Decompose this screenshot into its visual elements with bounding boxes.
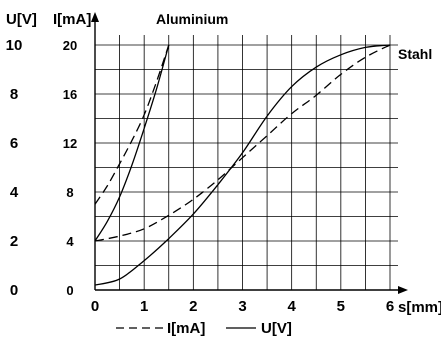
x-axis-label: s[mm] [398, 299, 441, 316]
y-axis-arrow [91, 12, 99, 22]
y-axis-label-u: U[V] [6, 11, 37, 28]
y-tick-label-i: 12 [63, 136, 77, 151]
x-tick-label: 5 [337, 298, 345, 315]
y-tick-label-u: 10 [6, 37, 23, 54]
annotation-stahl: Stahl [398, 46, 432, 62]
grid-lines [95, 35, 398, 290]
axes [91, 12, 408, 294]
legend-dashed-label: I[mA] [167, 320, 205, 337]
y-tick-label-u: 0 [10, 282, 18, 299]
annotation-aluminium: Aluminium [156, 11, 228, 27]
y-tick-label-u: 8 [10, 86, 18, 103]
x-tick-label: 3 [238, 298, 246, 315]
legend: I[mA] U[V] [116, 320, 292, 337]
y-tick-label-i: 4 [66, 234, 74, 249]
y-tick-label-u: 6 [10, 135, 18, 152]
legend-solid-label: U[V] [261, 320, 292, 337]
series-line-stahl-voltage [94, 44, 391, 286]
y-tick-label-i: 20 [63, 38, 77, 53]
series-line-stahl-current [94, 44, 391, 242]
x-tick-label: 4 [287, 298, 296, 315]
x-tick-label: 0 [91, 298, 99, 315]
y-axis-label-i: I[mA] [53, 11, 91, 28]
x-tick-label: 6 [386, 298, 394, 315]
x-axis-arrow [398, 286, 408, 294]
y-tick-label-u: 2 [10, 233, 18, 250]
x-tick-label: 2 [189, 298, 197, 315]
series-lines [94, 44, 391, 286]
x-tick-label: 1 [140, 298, 148, 315]
series-line-aluminium-voltage [94, 44, 170, 242]
series-line-aluminium-current [94, 44, 170, 205]
y-tick-label-i: 16 [63, 87, 77, 102]
y-tick-label-i: 0 [66, 283, 73, 298]
y-tick-label-i: 8 [66, 185, 73, 200]
y-tick-label-u: 4 [10, 184, 19, 201]
